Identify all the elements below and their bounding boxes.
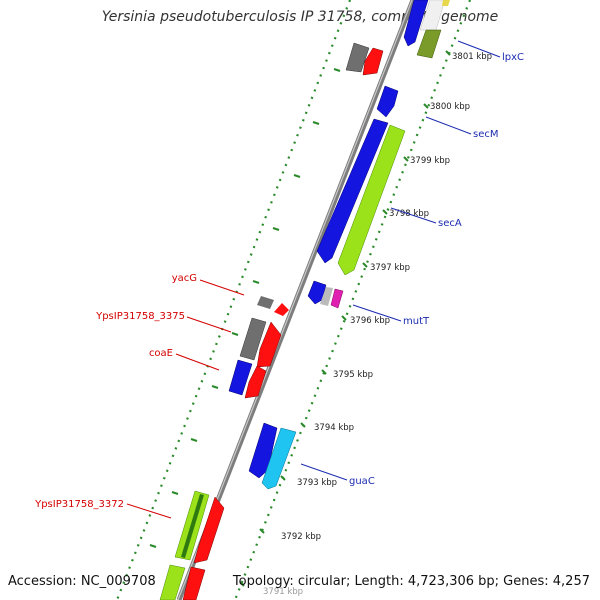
kbp-label-3800: 3800 kbp — [430, 102, 470, 112]
left-track-ticks — [149, 68, 341, 548]
gene-mutT-magenta[interactable] — [330, 288, 344, 309]
kbp-label-3799: 3799 kbp — [410, 156, 450, 166]
kbp-label-3797: 3797 kbp — [370, 263, 410, 273]
gene-bottom-green[interactable] — [159, 564, 186, 600]
kbp-label-3801: 3801 kbp — [452, 52, 492, 62]
gene-secM-blue[interactable] — [376, 85, 399, 118]
right-track-ticks — [239, 50, 451, 587]
gene-mutT-grey[interactable] — [320, 287, 333, 306]
kbp-label-3795: 3795 kbp — [333, 370, 373, 380]
gene-coaE-blue[interactable] — [228, 359, 253, 396]
right-gene-labels: lpxC secM secA mutT guaC — [300, 40, 524, 487]
map-title: Yersinia pseudotuberculosis IP 31758, co… — [101, 9, 499, 25]
gene-3375-red[interactable] — [256, 321, 282, 368]
gene-label-mutT[interactable]: mutT — [403, 316, 430, 327]
gene-label-secM[interactable]: secM — [473, 129, 499, 140]
gene-secA-blue[interactable] — [316, 118, 389, 264]
gene-label-guaC[interactable]: guaC — [349, 476, 375, 487]
outer-right-dotted-track — [233, 0, 472, 600]
genome-summary-text: Topology: circular; Length: 4,723,306 bp… — [232, 574, 590, 589]
gene-label-3375[interactable]: YpsIP31758_3375 — [95, 311, 185, 322]
gene-mutT-blue[interactable] — [307, 280, 327, 305]
kbp-label-3791: 3791 kbp — [263, 587, 303, 597]
outer-left-dotted-track — [115, 0, 352, 600]
gene-label-3372[interactable]: YpsIP31758_3372 — [34, 499, 124, 510]
gene-label-lpxC[interactable]: lpxC — [502, 52, 524, 63]
gene-red-top[interactable] — [362, 47, 384, 76]
gene-yacG-grey[interactable] — [257, 296, 274, 309]
gene-label-coaE[interactable]: coaE — [149, 348, 173, 359]
gene-grey-top[interactable] — [345, 42, 370, 73]
leader-mutT — [352, 304, 402, 322]
gene-features-right — [248, 0, 450, 490]
gene-guaC-blue[interactable] — [248, 422, 278, 479]
gene-label-yacG[interactable]: yacG — [172, 273, 197, 284]
kbp-label-3796: 3796 kbp — [350, 316, 390, 326]
gene-secA-green[interactable] — [337, 124, 406, 276]
leader-coaE — [175, 353, 220, 371]
genome-backbone — [176, 0, 416, 600]
gene-3372-red[interactable] — [193, 496, 225, 564]
gene-lpxC-blue[interactable] — [403, 0, 429, 47]
leader-secM — [425, 116, 472, 135]
leader-secA — [390, 207, 437, 224]
leader-guaC — [300, 463, 348, 481]
left-gene-labels: yacG YpsIP31758_3375 coaE YpsIP31758_337… — [34, 273, 245, 519]
gene-coaE-red[interactable] — [244, 365, 267, 399]
gene-lpxC-olive[interactable] — [416, 29, 442, 59]
gene-features-left — [159, 42, 384, 600]
kbp-label-3793: 3793 kbp — [297, 478, 337, 488]
leader-3372 — [126, 503, 172, 519]
accession-text: Accession: NC_009708 — [8, 574, 156, 589]
gene-3375-grey[interactable] — [239, 317, 267, 361]
gene-guaC-cyan[interactable] — [261, 427, 297, 490]
leader-yacG — [199, 279, 245, 296]
kbp-label-3794: 3794 kbp — [314, 423, 354, 433]
kbp-label-3792: 3792 kbp — [281, 532, 321, 542]
gene-label-secA[interactable]: secA — [438, 218, 462, 229]
gene-yacG-red[interactable] — [274, 303, 289, 316]
gene-3372-darkgreen[interactable] — [181, 494, 204, 558]
leader-3375 — [186, 316, 232, 333]
gene-bottom-red[interactable] — [182, 566, 206, 600]
gene-yellow-top[interactable] — [442, 0, 450, 6]
leader-lpxC — [457, 40, 501, 58]
